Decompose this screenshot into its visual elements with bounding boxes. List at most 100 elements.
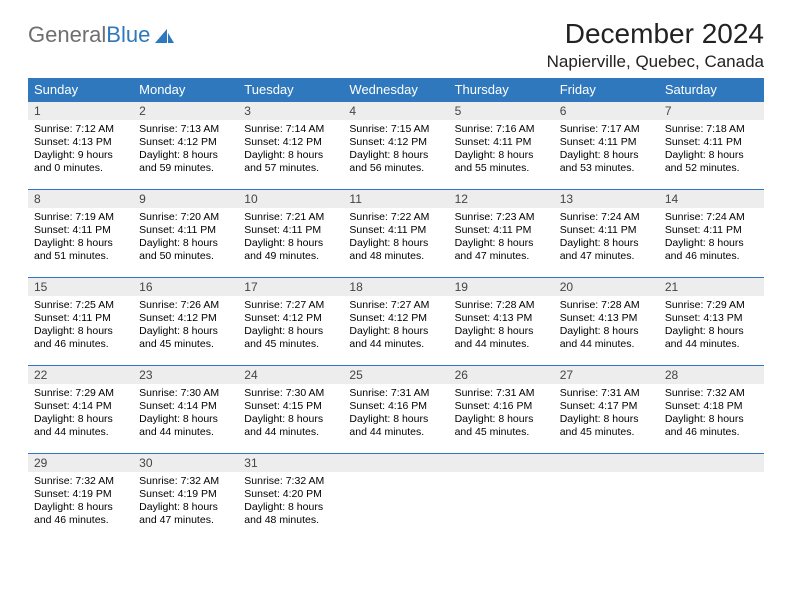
day-body: Sunrise: 7:31 AMSunset: 4:16 PMDaylight:…	[343, 384, 448, 444]
sunrise-line: Sunrise: 7:25 AM	[34, 299, 127, 312]
day-body: Sunrise: 7:32 AMSunset: 4:19 PMDaylight:…	[133, 472, 238, 532]
day-number: 7	[659, 102, 764, 120]
sunset-line: Sunset: 4:11 PM	[34, 224, 127, 237]
daylight-line: Daylight: 8 hours and 45 minutes.	[244, 325, 337, 351]
calendar-cell: 18Sunrise: 7:27 AMSunset: 4:12 PMDayligh…	[343, 278, 448, 366]
day-number: 4	[343, 102, 448, 120]
calendar-cell: 16Sunrise: 7:26 AMSunset: 4:12 PMDayligh…	[133, 278, 238, 366]
day-number: 6	[554, 102, 659, 120]
day-number: 27	[554, 366, 659, 384]
day-number: 8	[28, 190, 133, 208]
logo-sail-icon	[153, 27, 175, 45]
day-number	[659, 454, 764, 472]
sunset-line: Sunset: 4:18 PM	[665, 400, 758, 413]
calendar-cell: 8Sunrise: 7:19 AMSunset: 4:11 PMDaylight…	[28, 190, 133, 278]
calendar-cell: 4Sunrise: 7:15 AMSunset: 4:12 PMDaylight…	[343, 102, 448, 190]
sunset-line: Sunset: 4:12 PM	[244, 312, 337, 325]
calendar-cell: 21Sunrise: 7:29 AMSunset: 4:13 PMDayligh…	[659, 278, 764, 366]
sunrise-line: Sunrise: 7:17 AM	[560, 123, 653, 136]
daylight-line: Daylight: 8 hours and 44 minutes.	[349, 413, 442, 439]
day-body: Sunrise: 7:24 AMSunset: 4:11 PMDaylight:…	[554, 208, 659, 268]
calendar-cell: 7Sunrise: 7:18 AMSunset: 4:11 PMDaylight…	[659, 102, 764, 190]
day-body: Sunrise: 7:25 AMSunset: 4:11 PMDaylight:…	[28, 296, 133, 356]
day-number: 2	[133, 102, 238, 120]
day-body: Sunrise: 7:29 AMSunset: 4:14 PMDaylight:…	[28, 384, 133, 444]
sunrise-line: Sunrise: 7:19 AM	[34, 211, 127, 224]
sunset-line: Sunset: 4:11 PM	[455, 136, 548, 149]
day-number	[554, 454, 659, 472]
day-body: Sunrise: 7:19 AMSunset: 4:11 PMDaylight:…	[28, 208, 133, 268]
sunrise-line: Sunrise: 7:30 AM	[244, 387, 337, 400]
calendar-row: 22Sunrise: 7:29 AMSunset: 4:14 PMDayligh…	[28, 366, 764, 454]
day-number: 26	[449, 366, 554, 384]
weekday-header: Sunday	[28, 78, 133, 102]
daylight-line: Daylight: 8 hours and 48 minutes.	[349, 237, 442, 263]
brand-part1: General	[28, 22, 106, 48]
sunrise-line: Sunrise: 7:31 AM	[349, 387, 442, 400]
calendar-cell: 5Sunrise: 7:16 AMSunset: 4:11 PMDaylight…	[449, 102, 554, 190]
daylight-line: Daylight: 8 hours and 53 minutes.	[560, 149, 653, 175]
calendar-row: 8Sunrise: 7:19 AMSunset: 4:11 PMDaylight…	[28, 190, 764, 278]
calendar-body: 1Sunrise: 7:12 AMSunset: 4:13 PMDaylight…	[28, 102, 764, 542]
calendar-head: SundayMondayTuesdayWednesdayThursdayFrid…	[28, 78, 764, 102]
weekday-header: Wednesday	[343, 78, 448, 102]
daylight-line: Daylight: 8 hours and 46 minutes.	[34, 325, 127, 351]
day-number: 25	[343, 366, 448, 384]
sunset-line: Sunset: 4:11 PM	[244, 224, 337, 237]
calendar-row: 15Sunrise: 7:25 AMSunset: 4:11 PMDayligh…	[28, 278, 764, 366]
day-number: 24	[238, 366, 343, 384]
weekday-header: Saturday	[659, 78, 764, 102]
calendar-cell: 31Sunrise: 7:32 AMSunset: 4:20 PMDayligh…	[238, 454, 343, 542]
day-body: Sunrise: 7:28 AMSunset: 4:13 PMDaylight:…	[554, 296, 659, 356]
sunrise-line: Sunrise: 7:31 AM	[455, 387, 548, 400]
day-number: 14	[659, 190, 764, 208]
day-body: Sunrise: 7:20 AMSunset: 4:11 PMDaylight:…	[133, 208, 238, 268]
sunrise-line: Sunrise: 7:29 AM	[34, 387, 127, 400]
day-body: Sunrise: 7:31 AMSunset: 4:17 PMDaylight:…	[554, 384, 659, 444]
daylight-line: Daylight: 8 hours and 59 minutes.	[139, 149, 232, 175]
calendar-cell: 24Sunrise: 7:30 AMSunset: 4:15 PMDayligh…	[238, 366, 343, 454]
daylight-line: Daylight: 8 hours and 44 minutes.	[665, 325, 758, 351]
calendar-cell: 2Sunrise: 7:13 AMSunset: 4:12 PMDaylight…	[133, 102, 238, 190]
day-number: 28	[659, 366, 764, 384]
daylight-line: Daylight: 8 hours and 45 minutes.	[560, 413, 653, 439]
day-body: Sunrise: 7:23 AMSunset: 4:11 PMDaylight:…	[449, 208, 554, 268]
sunrise-line: Sunrise: 7:27 AM	[349, 299, 442, 312]
day-number: 16	[133, 278, 238, 296]
daylight-line: Daylight: 8 hours and 44 minutes.	[139, 413, 232, 439]
sunrise-line: Sunrise: 7:24 AM	[665, 211, 758, 224]
sunset-line: Sunset: 4:11 PM	[34, 312, 127, 325]
sunset-line: Sunset: 4:13 PM	[455, 312, 548, 325]
sunset-line: Sunset: 4:15 PM	[244, 400, 337, 413]
calendar-cell: 12Sunrise: 7:23 AMSunset: 4:11 PMDayligh…	[449, 190, 554, 278]
calendar-cell: 28Sunrise: 7:32 AMSunset: 4:18 PMDayligh…	[659, 366, 764, 454]
day-number: 11	[343, 190, 448, 208]
calendar-cell: 1Sunrise: 7:12 AMSunset: 4:13 PMDaylight…	[28, 102, 133, 190]
day-body: Sunrise: 7:27 AMSunset: 4:12 PMDaylight:…	[343, 296, 448, 356]
sunrise-line: Sunrise: 7:15 AM	[349, 123, 442, 136]
sunrise-line: Sunrise: 7:16 AM	[455, 123, 548, 136]
sunset-line: Sunset: 4:12 PM	[139, 312, 232, 325]
day-body: Sunrise: 7:28 AMSunset: 4:13 PMDaylight:…	[449, 296, 554, 356]
day-body	[659, 472, 764, 479]
sunrise-line: Sunrise: 7:23 AM	[455, 211, 548, 224]
calendar-row: 29Sunrise: 7:32 AMSunset: 4:19 PMDayligh…	[28, 454, 764, 542]
calendar-cell: 9Sunrise: 7:20 AMSunset: 4:11 PMDaylight…	[133, 190, 238, 278]
day-body	[554, 472, 659, 479]
brand-part2: Blue	[106, 22, 150, 48]
sunrise-line: Sunrise: 7:20 AM	[139, 211, 232, 224]
day-body: Sunrise: 7:26 AMSunset: 4:12 PMDaylight:…	[133, 296, 238, 356]
day-body: Sunrise: 7:14 AMSunset: 4:12 PMDaylight:…	[238, 120, 343, 180]
brand-logo: GeneralBlue	[28, 18, 175, 48]
day-number: 31	[238, 454, 343, 472]
sunset-line: Sunset: 4:20 PM	[244, 488, 337, 501]
sunrise-line: Sunrise: 7:21 AM	[244, 211, 337, 224]
daylight-line: Daylight: 8 hours and 50 minutes.	[139, 237, 232, 263]
daylight-line: Daylight: 8 hours and 44 minutes.	[34, 413, 127, 439]
calendar-cell: 10Sunrise: 7:21 AMSunset: 4:11 PMDayligh…	[238, 190, 343, 278]
daylight-line: Daylight: 8 hours and 44 minutes.	[349, 325, 442, 351]
sunrise-line: Sunrise: 7:32 AM	[139, 475, 232, 488]
day-body: Sunrise: 7:17 AMSunset: 4:11 PMDaylight:…	[554, 120, 659, 180]
sunset-line: Sunset: 4:13 PM	[665, 312, 758, 325]
weekday-header: Friday	[554, 78, 659, 102]
